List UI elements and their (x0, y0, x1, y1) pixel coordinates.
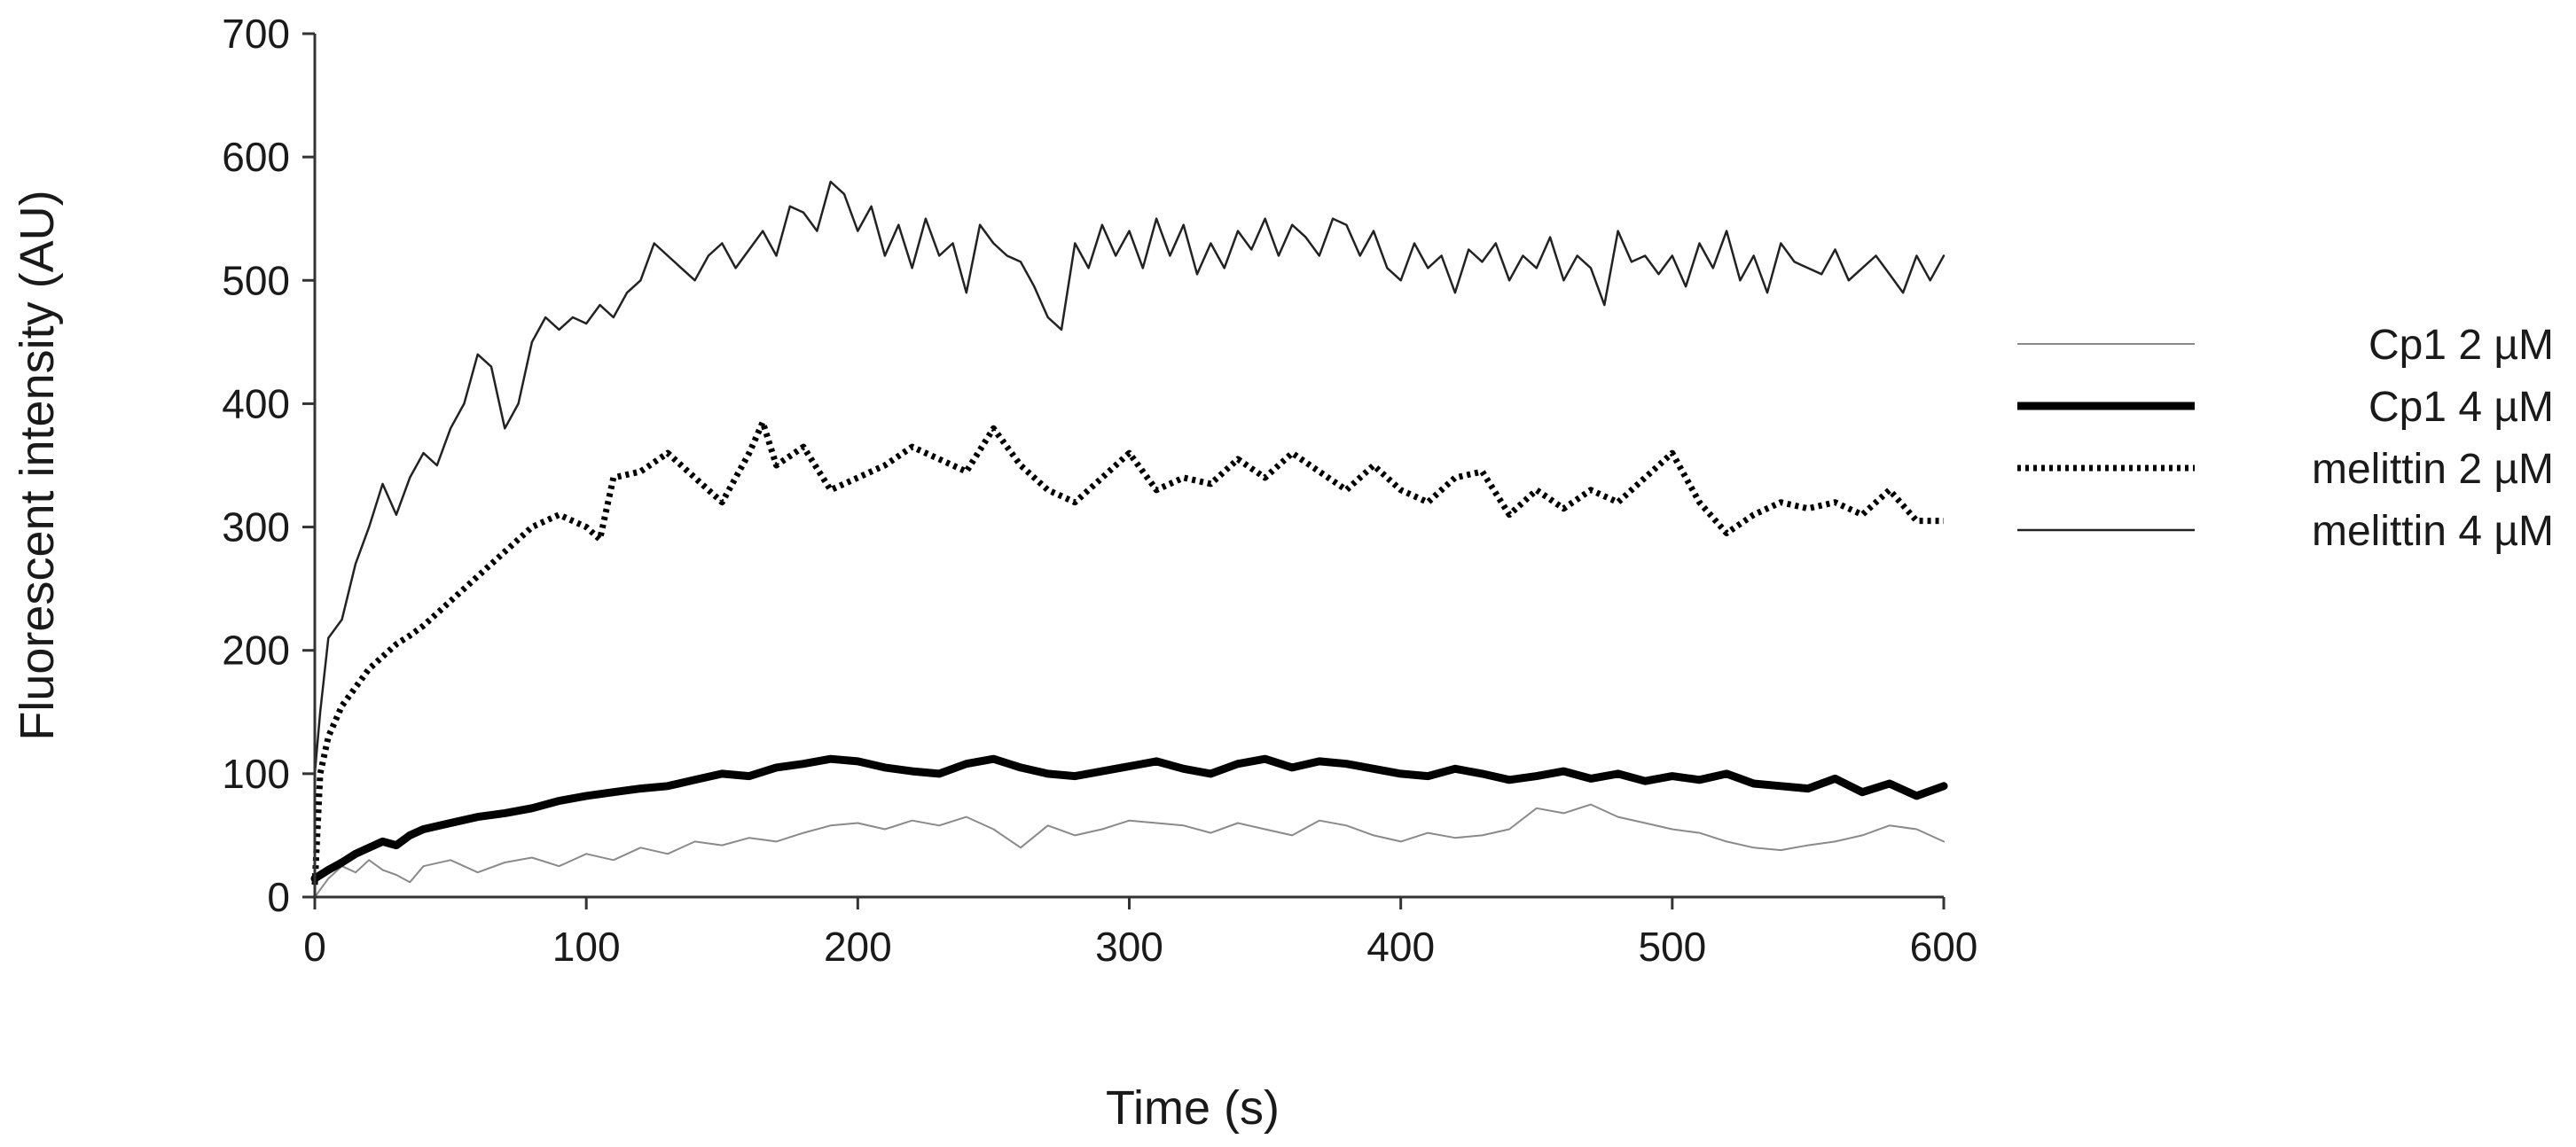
x-axis-title: Time (s) (1106, 1081, 1280, 1135)
y-tick-label: 100 (222, 751, 290, 797)
x-tick-label: 100 (552, 924, 621, 970)
legend-label-3: melittin 4 µM (2312, 508, 2554, 555)
x-tick-label: 400 (1366, 924, 1435, 970)
y-tick-label: 300 (222, 504, 290, 550)
legend-label-0: Cp1 2 µM (2369, 322, 2554, 369)
y-tick-label: 600 (222, 134, 290, 180)
x-tick-label: 0 (303, 924, 326, 970)
y-axis-title: Fluorescent intensity (AU) (11, 190, 64, 740)
y-tick-label: 700 (222, 11, 290, 57)
series-line-1 (310, 754, 1948, 883)
y-tick-label: 400 (222, 380, 290, 426)
y-tick-label: 200 (222, 628, 290, 674)
x-tick-label: 500 (1638, 924, 1706, 970)
legend-label-2: melittin 2 µM (2312, 446, 2554, 493)
x-tick-label: 600 (1910, 924, 1978, 970)
legend: Cp1 2 µM Cp1 4 µM melittin 2 µM melittin 4 … (2017, 322, 2554, 555)
x-ticks: 0 100 200 300 400 500 600 (303, 897, 1977, 970)
plot-area (310, 180, 1948, 898)
y-tick-label: 0 (267, 874, 290, 920)
y-tick-label: 500 (222, 257, 290, 303)
series-line-3 (313, 180, 1946, 776)
series-line-2 (311, 418, 1944, 886)
x-tick-label: 300 (1095, 924, 1163, 970)
legend-label-1: Cp1 4 µM (2369, 384, 2554, 431)
x-tick-label: 200 (824, 924, 892, 970)
series-line-0 (314, 803, 1945, 898)
y-ticks: 0 100 200 300 400 500 600 700 (222, 11, 315, 920)
